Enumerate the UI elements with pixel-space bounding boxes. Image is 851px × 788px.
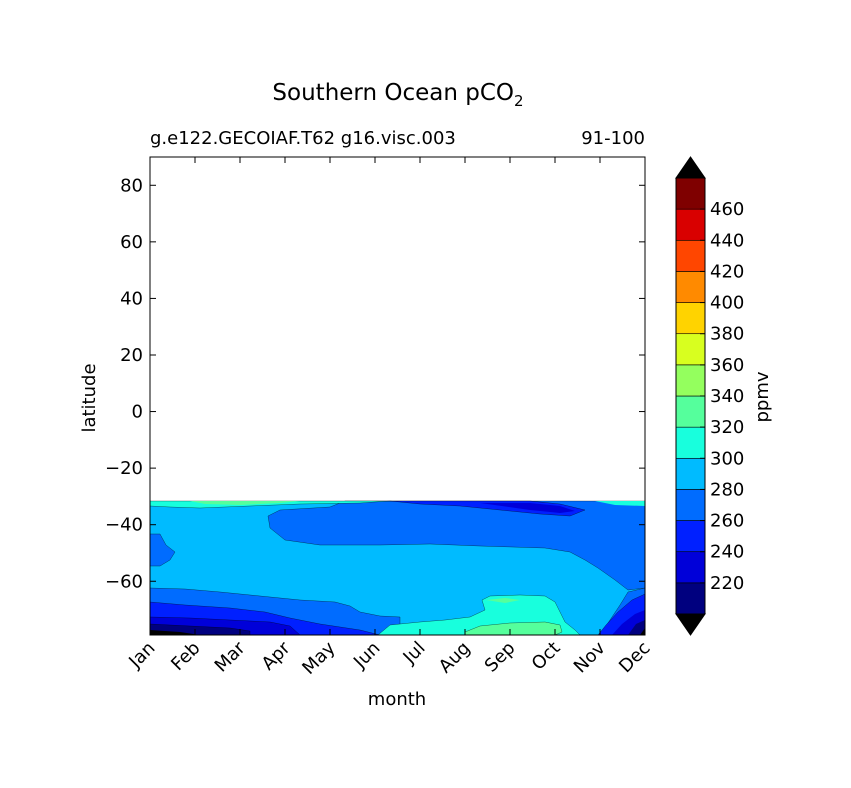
y-axis-ticks: 80 60 40 20 0 −20 −40 −60	[105, 175, 645, 592]
contour-band-260-280-west	[150, 533, 176, 567]
subtitle-right: 91-100	[581, 128, 645, 149]
x-tick-label-nov: Nov	[570, 637, 610, 677]
colorbar-swatch-300-320	[675, 426, 706, 459]
y-tick-label: −40	[105, 515, 143, 536]
y-tick-label: 40	[120, 288, 143, 309]
x-tick-label-aug: Aug	[435, 638, 475, 678]
colorbar-swatch-380-400	[675, 302, 706, 335]
plot-frame	[149, 156, 646, 636]
colorbar-swatch-280-300	[675, 457, 706, 490]
y-tick-label: 20	[120, 345, 143, 366]
x-tick-label-may: May	[298, 637, 339, 678]
colorbar-swatch-320-340	[675, 395, 706, 428]
y-tick-label: −60	[105, 571, 143, 592]
colorbar-tick-label-300: 300	[710, 448, 744, 469]
x-tick-label-jan: Jan	[124, 638, 159, 673]
colorbar-tick-label-400: 400	[710, 293, 744, 314]
chart-title: Southern Ocean pCO2	[272, 80, 523, 110]
colorbar-tick-label-240: 240	[710, 542, 744, 563]
x-tick-label-jul: Jul	[399, 638, 430, 669]
x-axis-label: month	[368, 689, 426, 710]
colorbar-tick-label-380: 380	[710, 324, 744, 345]
chart-title-text: Southern Ocean pCO	[272, 80, 514, 106]
contour-band-320-340-north	[190, 501, 300, 505]
colorbar-swatch-360-380	[675, 333, 706, 366]
colorbar-swatch-340-360	[675, 364, 706, 397]
contour-band-200-220-southeast	[628, 620, 645, 635]
colorbar-swatch-420-440	[675, 239, 706, 272]
colorbar-label: ppmv	[752, 371, 773, 422]
colorbar-swatch-220-240	[675, 551, 706, 584]
colorbar-swatch-400-420	[675, 271, 706, 303]
x-tick-label-jun: Jun	[349, 638, 384, 673]
colorbar-tick-label-320: 320	[710, 417, 744, 438]
contour-band-300-320-northeast	[595, 501, 645, 506]
x-tick-label-feb: Feb	[167, 638, 204, 675]
colorbar-tick-label-440: 440	[710, 230, 744, 251]
subtitle-left: g.e122.GECOIAF.T62 g16.visc.003	[150, 128, 456, 149]
contour-band-220-240-north	[480, 503, 575, 513]
contour-band-320-340-south	[464, 621, 563, 635]
colorbar-tick-label-340: 340	[710, 386, 744, 407]
colorbar-tick-label-280: 280	[710, 479, 744, 500]
colorbar-swatch-440-460	[675, 208, 706, 241]
colorbar-over-arrow	[675, 156, 706, 179]
colorbar-swatch-260-280	[675, 489, 706, 521]
x-tick-label-oct: Oct	[528, 638, 565, 675]
colorbar: 220 240 260 280 300 320 340 360 380 400 420 440 460	[675, 156, 744, 636]
contour-field	[150, 500, 645, 635]
colorbar-swatch-240-260	[675, 520, 706, 553]
colorbar-tick-label-460: 460	[710, 199, 744, 220]
colorbar-tick-label-360: 360	[710, 355, 744, 376]
colorbar-tick-label-220: 220	[710, 573, 744, 594]
colorbar-swatch-460-480	[675, 177, 706, 210]
contour-band-below-200-east	[640, 628, 645, 635]
x-tick-label-sep: Sep	[481, 638, 520, 677]
y-tick-label: 80	[120, 175, 143, 196]
colorbar-tick-label-420: 420	[710, 261, 744, 282]
colorbar-swatch-200-220	[675, 582, 706, 615]
contour-band-320-340-small	[486, 598, 520, 603]
contour-band-260-280-north	[267, 500, 645, 591]
contour-band-below-200	[150, 630, 200, 635]
colorbar-tick-label-260: 260	[710, 511, 744, 532]
y-tick-label: −20	[105, 458, 143, 479]
y-axis-label: latitude	[79, 363, 100, 432]
x-tick-label-mar: Mar	[211, 637, 250, 676]
colorbar-under-arrow	[675, 613, 706, 636]
y-tick-label: 60	[120, 232, 143, 253]
y-tick-label: 0	[132, 402, 143, 423]
x-tick-label-dec: Dec	[615, 638, 654, 677]
chart-title-subscript: 2	[514, 92, 524, 110]
x-tick-label-apr: Apr	[258, 637, 295, 674]
